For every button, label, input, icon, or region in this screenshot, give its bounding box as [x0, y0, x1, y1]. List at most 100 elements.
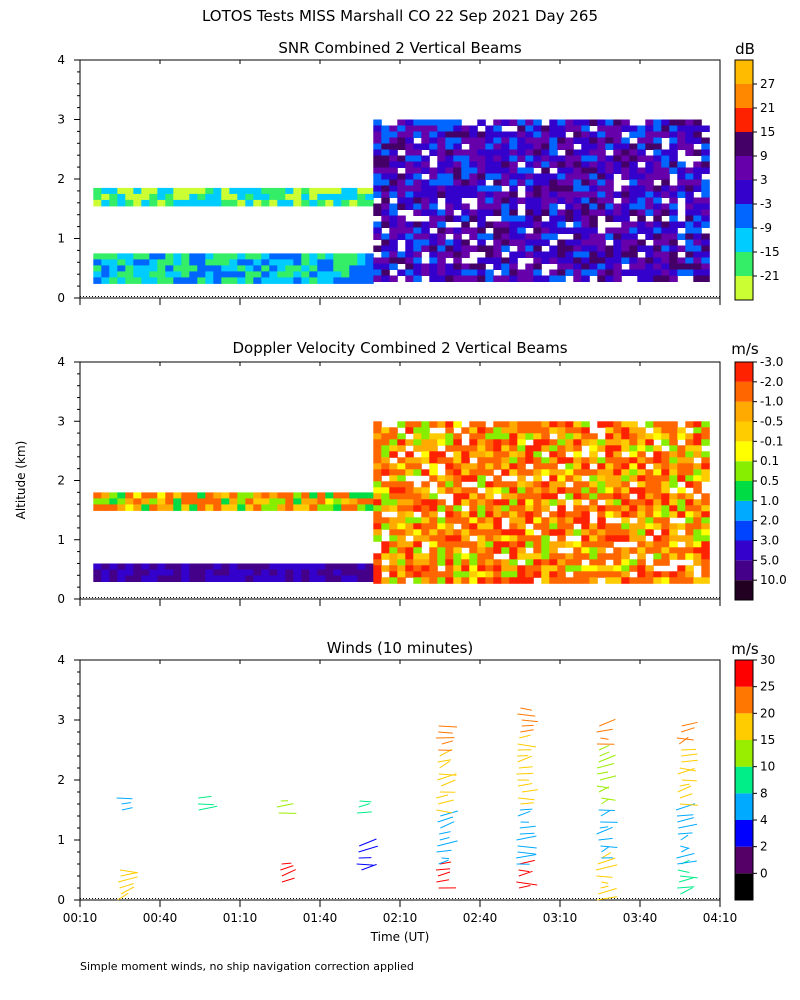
contour-cell: [421, 451, 430, 458]
contour-cell: [533, 197, 542, 204]
contour-cell: [373, 257, 382, 264]
contour-cell: [493, 541, 502, 548]
contour-cell: [317, 575, 326, 582]
contour-cell: [693, 463, 702, 470]
contour-cell: [245, 265, 254, 272]
contour-cell: [381, 493, 390, 500]
contour-cell: [253, 199, 262, 207]
contour-cell: [565, 215, 574, 222]
contour-cell: [421, 209, 430, 216]
contour-cell: [621, 547, 630, 554]
contour-cell: [645, 155, 654, 162]
contour-cell: [357, 253, 366, 260]
contour-cell: [685, 149, 694, 156]
contour-cell: [141, 504, 150, 511]
contour-cell: [429, 215, 438, 222]
contour-cell: [661, 161, 670, 168]
contour-cell: [261, 265, 270, 272]
contour-cell: [493, 427, 502, 434]
contour-cell: [653, 553, 662, 560]
contour-cell: [613, 565, 622, 572]
contour-cell: [565, 523, 574, 530]
wind-barb: [680, 834, 689, 841]
contour-cell: [501, 197, 510, 204]
contour-cell: [621, 257, 630, 264]
contour-cell: [93, 277, 102, 284]
contour-cell: [437, 245, 446, 252]
contour-cell: [501, 119, 510, 126]
contour-cell: [453, 493, 462, 500]
contour-cell: [469, 263, 478, 270]
contour-cell: [93, 193, 102, 201]
contour-cell: [533, 245, 542, 252]
contour-cell: [589, 481, 598, 488]
contour-cell: [493, 209, 502, 216]
contour-cell: [565, 239, 574, 246]
contour-cell: [533, 481, 542, 488]
contour-cell: [125, 569, 134, 576]
contour-cell: [653, 209, 662, 216]
contour-cell: [653, 137, 662, 144]
contour-cell: [493, 149, 502, 156]
contour-cell: [333, 199, 342, 207]
contour-cell: [685, 227, 694, 234]
contour-cell: [525, 469, 534, 476]
contour-cell: [573, 541, 582, 548]
contour-cell: [341, 492, 350, 499]
contour-cell: [597, 457, 606, 464]
contour-cell: [501, 457, 510, 464]
contour-cell: [509, 191, 518, 198]
contour-cell: [421, 137, 430, 144]
contour-cell: [301, 504, 310, 511]
contour-cell: [621, 245, 630, 252]
contour-cell: [413, 125, 422, 132]
wind-barb: [599, 775, 617, 781]
contour-cell: [605, 541, 614, 548]
contour-cell: [453, 469, 462, 476]
contour-cell: [461, 523, 470, 530]
contour-cell: [477, 257, 486, 264]
contour-cell: [557, 137, 566, 144]
contour-cell: [333, 277, 342, 284]
contour-cell: [493, 463, 502, 470]
contour-cell: [629, 439, 638, 446]
contour-cell: [141, 563, 150, 570]
contour-cell: [573, 197, 582, 204]
contour-cell: [701, 179, 710, 186]
contour-cell: [693, 439, 702, 446]
contour-cell: [477, 451, 486, 458]
contour-cell: [413, 445, 422, 452]
contour-cell: [173, 187, 182, 195]
contour-cell: [573, 487, 582, 494]
contour-cell: [525, 239, 534, 246]
contour-cell: [533, 427, 542, 434]
contour-cell: [373, 577, 382, 584]
contour-cell: [549, 523, 558, 530]
contour-cell: [341, 187, 350, 195]
contour-cell: [485, 245, 494, 252]
contour-cell: [557, 263, 566, 270]
contour-cell: [197, 492, 206, 499]
contour-cell: [541, 191, 550, 198]
contour-cell: [109, 492, 118, 499]
contour-cell: [661, 119, 670, 126]
colorbar-label: 20: [760, 706, 775, 720]
contour-cell: [629, 143, 638, 150]
contour-cell: [621, 251, 630, 258]
contour-cell: [109, 498, 118, 505]
contour-cell: [637, 269, 646, 276]
contour-cell: [141, 575, 150, 582]
contour-cell: [701, 215, 710, 222]
contour-cell: [405, 251, 414, 258]
contour-cell: [245, 492, 254, 499]
contour-cell: [133, 193, 142, 201]
wind-barb: [599, 826, 609, 829]
colorbar-swatch: [735, 401, 753, 422]
contour-cell: [509, 451, 518, 458]
contour-cell: [501, 469, 510, 476]
contour-cell: [373, 173, 382, 180]
contour-cell: [509, 173, 518, 180]
contour-cell: [645, 505, 654, 512]
contour-cell: [381, 173, 390, 180]
